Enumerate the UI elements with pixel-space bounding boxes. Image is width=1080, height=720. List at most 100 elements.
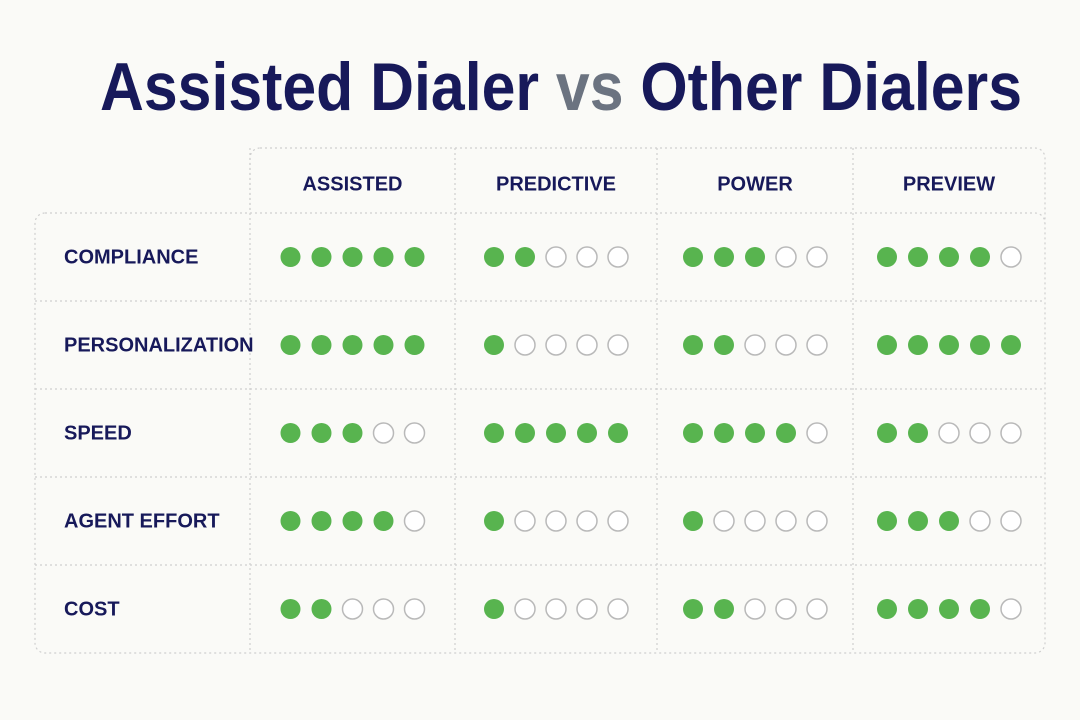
- filled-dot: [908, 599, 928, 619]
- rating: [280, 422, 426, 444]
- empty-dot: [514, 510, 536, 532]
- filled-dot: [311, 247, 332, 267]
- row-label: SPEED: [64, 422, 132, 444]
- empty-dot: [403, 598, 426, 620]
- empty-dot: [1000, 246, 1022, 268]
- rating: [877, 335, 1021, 355]
- empty-dot: [969, 422, 991, 444]
- filled-dot: [908, 247, 928, 267]
- empty-dot: [775, 598, 797, 620]
- empty-dot: [607, 334, 629, 356]
- filled-dot: [280, 423, 301, 443]
- filled-dot: [908, 335, 928, 355]
- rating: [484, 246, 629, 268]
- empty-dot: [372, 598, 395, 620]
- rating: [683, 598, 828, 620]
- filled-dot: [404, 247, 425, 267]
- column-header: PREDICTIVE: [496, 173, 616, 195]
- empty-dot: [775, 334, 797, 356]
- filled-dot: [311, 335, 332, 355]
- rating: [683, 334, 828, 356]
- filled-dot: [515, 247, 535, 267]
- filled-dot: [908, 511, 928, 531]
- filled-dot: [939, 335, 959, 355]
- filled-dot: [515, 423, 535, 443]
- rating: [280, 510, 426, 532]
- empty-dot: [806, 246, 828, 268]
- empty-dot: [576, 334, 598, 356]
- filled-dot: [877, 511, 897, 531]
- empty-dot: [514, 598, 536, 620]
- body-fill: [36, 213, 1044, 652]
- empty-dot: [403, 422, 426, 444]
- filled-dot: [311, 599, 332, 619]
- row-label: AGENT EFFORT: [64, 510, 220, 532]
- rating: [877, 422, 1022, 444]
- empty-dot: [713, 510, 735, 532]
- filled-dot: [311, 423, 332, 443]
- row-label: PERSONALIZATION: [64, 334, 254, 356]
- empty-dot: [545, 246, 567, 268]
- rating: [877, 246, 1022, 268]
- filled-dot: [683, 511, 703, 531]
- filled-dot: [939, 247, 959, 267]
- title-vs: vs: [556, 49, 624, 125]
- title-main: Assisted Dialer: [100, 49, 539, 125]
- filled-dot: [745, 423, 765, 443]
- empty-dot: [744, 510, 766, 532]
- filled-dot: [970, 247, 990, 267]
- filled-dot: [970, 599, 990, 619]
- empty-dot: [775, 510, 797, 532]
- rating: [280, 598, 426, 620]
- empty-dot: [806, 334, 828, 356]
- rating: [280, 335, 425, 355]
- filled-dot: [939, 511, 959, 531]
- row-label: COST: [64, 598, 120, 620]
- filled-dot: [877, 423, 897, 443]
- empty-dot: [341, 598, 364, 620]
- empty-dot: [1000, 598, 1022, 620]
- filled-dot: [404, 335, 425, 355]
- filled-dot: [484, 599, 504, 619]
- filled-dot: [577, 423, 597, 443]
- empty-dot: [576, 510, 598, 532]
- filled-dot: [714, 423, 734, 443]
- empty-dot: [806, 598, 828, 620]
- filled-dot: [1001, 335, 1021, 355]
- filled-dot: [280, 511, 301, 531]
- filled-dot: [683, 599, 703, 619]
- filled-dot: [714, 599, 734, 619]
- rating: [683, 246, 828, 268]
- empty-dot: [372, 422, 395, 444]
- empty-dot: [607, 246, 629, 268]
- empty-dot: [545, 510, 567, 532]
- filled-dot: [280, 247, 301, 267]
- empty-dot: [607, 598, 629, 620]
- filled-dot: [373, 247, 394, 267]
- title-other: Other Dialers: [640, 49, 1022, 125]
- filled-dot: [683, 423, 703, 443]
- filled-dot: [311, 511, 332, 531]
- filled-dot: [683, 247, 703, 267]
- filled-dot: [877, 335, 897, 355]
- rating: [877, 598, 1022, 620]
- empty-dot: [514, 334, 536, 356]
- filled-dot: [484, 335, 504, 355]
- filled-dot: [714, 335, 734, 355]
- empty-dot: [806, 510, 828, 532]
- empty-dot: [775, 246, 797, 268]
- filled-dot: [714, 247, 734, 267]
- empty-dot: [744, 334, 766, 356]
- column-header: PREVIEW: [903, 173, 995, 195]
- rating: [484, 423, 628, 443]
- rating: [484, 598, 629, 620]
- rating: [683, 422, 828, 444]
- filled-dot: [484, 247, 504, 267]
- empty-dot: [607, 510, 629, 532]
- rating: [877, 510, 1022, 532]
- table-border: [34, 212, 1046, 654]
- empty-dot: [938, 422, 960, 444]
- table-cells: ASSISTED PREDICTIVE POWER PREVIEW COMPLIANCE…: [35, 148, 1045, 653]
- filled-dot: [484, 511, 504, 531]
